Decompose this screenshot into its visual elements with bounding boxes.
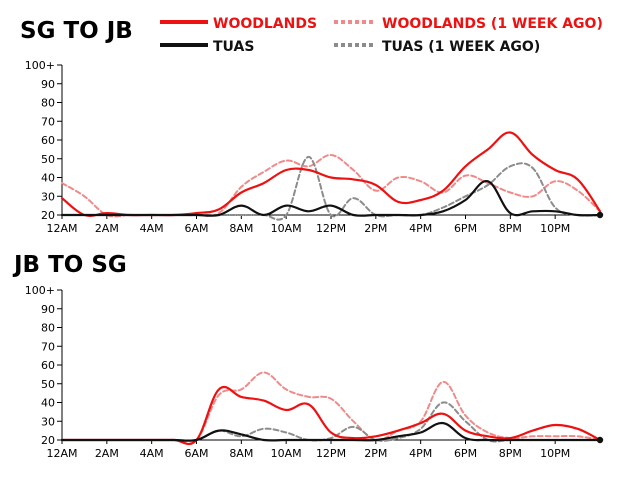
plot-jb-to-sg: 20 30 40 50 60 70 80 90 100+ 12AM 2AM 4AM 6AM 8AM 10AM…: [25, 284, 603, 460]
x-tick-label: 4PM: [409, 222, 432, 235]
x-tick-label: 8AM: [229, 222, 253, 235]
y-tick-label: 100+: [25, 59, 55, 72]
legend-label-tuas: TUAS: [213, 39, 254, 55]
y-tick-label: 90: [41, 78, 55, 91]
current-time-dot: [597, 212, 603, 218]
x-tick-label: 2AM: [95, 447, 119, 460]
x-tick-label: 10PM: [540, 447, 570, 460]
y-tick-label: 50: [41, 378, 55, 391]
x-tick-label: 2PM: [364, 222, 387, 235]
x-tick-label: 12AM: [46, 222, 77, 235]
y-tick-label: 50: [41, 153, 55, 166]
x-tick-label: 2PM: [364, 447, 387, 460]
y-tick-label: 30: [41, 190, 55, 203]
y-tick-label: 40: [41, 172, 55, 185]
x-tick-label: 4AM: [140, 222, 164, 235]
series-line-tuas: [62, 181, 600, 216]
x-tick-label: 8AM: [229, 447, 253, 460]
x-tick-label: 12PM: [316, 447, 346, 460]
y-tick-label: 20: [41, 434, 55, 447]
legend-label-woodlands-1-week-ago: WOODLANDS (1 WEEK AGO): [382, 16, 603, 32]
chart-title-jb-to-sg: JB TO SG: [12, 252, 127, 278]
x-tick-label: 8PM: [499, 222, 522, 235]
x-tick-label: 6PM: [454, 222, 477, 235]
x-tick-label: 4PM: [409, 447, 432, 460]
series-line-woodlands: [62, 387, 600, 444]
y-tick-label: 70: [41, 115, 55, 128]
x-tick-label: 12PM: [316, 222, 346, 235]
x-tick-label: 10AM: [271, 447, 302, 460]
y-tick-label: 90: [41, 303, 55, 316]
y-tick-label: 60: [41, 134, 55, 147]
chart-title-sg-to-jb: SG TO JB: [20, 18, 133, 44]
x-tick-label: 4AM: [140, 447, 164, 460]
y-tick-label: 70: [41, 340, 55, 353]
y-tick-label: 40: [41, 397, 55, 410]
series-line-tuas-prev: [62, 157, 600, 220]
y-tick-label: 80: [41, 97, 55, 110]
x-tick-label: 6PM: [454, 447, 477, 460]
x-tick-label: 12AM: [46, 447, 77, 460]
plot-sg-to-jb: 20 30 40 50 60 70 80 90 100+ 12AM 2AM 4AM 6AM 8AM 10AM…: [25, 59, 603, 235]
x-tick-label: 6AM: [184, 447, 208, 460]
legend: WOODLANDS WOODLANDS (1 WEEK AGO) TUAS TU…: [160, 16, 603, 55]
x-tick-label: 10PM: [540, 222, 570, 235]
x-tick-label: 8PM: [499, 447, 522, 460]
y-tick-label: 60: [41, 359, 55, 372]
y-tick-label: 30: [41, 415, 55, 428]
current-time-dot: [597, 437, 603, 443]
legend-label-tuas-1-week-ago: TUAS (1 WEEK AGO): [382, 39, 540, 55]
x-tick-label: 2AM: [95, 222, 119, 235]
series-line-woodlands: [62, 132, 600, 215]
x-tick-label: 10AM: [271, 222, 302, 235]
y-tick-label: 100+: [25, 284, 55, 297]
legend-label-woodlands: WOODLANDS: [213, 16, 317, 32]
y-tick-label: 80: [41, 322, 55, 335]
y-tick-label: 20: [41, 209, 55, 222]
x-tick-label: 6AM: [184, 222, 208, 235]
